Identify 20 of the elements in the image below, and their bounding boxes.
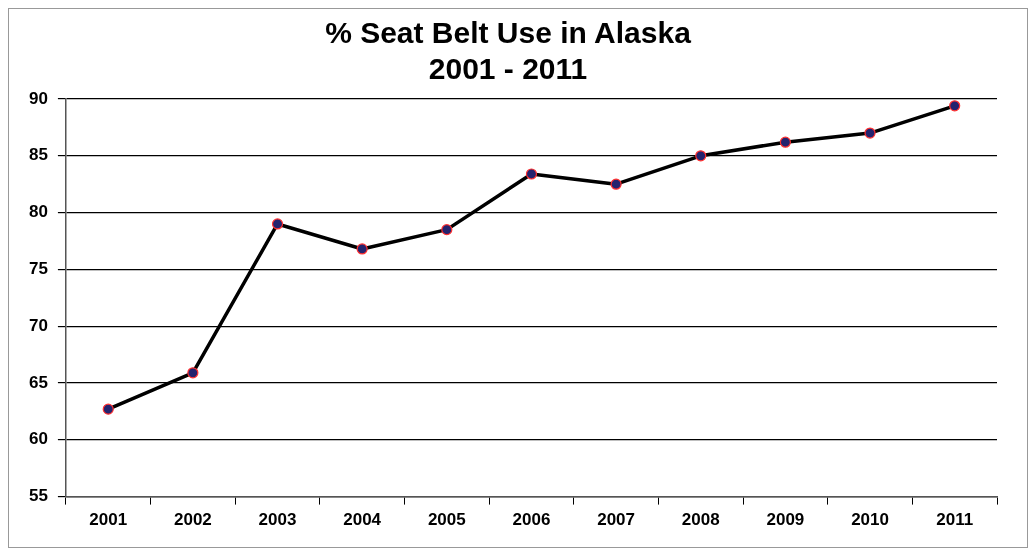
x-tick-label: 2002 bbox=[173, 510, 212, 530]
y-tick-label: 55 bbox=[28, 486, 48, 506]
y-tick-label: 90 bbox=[28, 88, 48, 108]
x-tick-label: 2010 bbox=[851, 510, 889, 530]
x-tick-label: 2008 bbox=[681, 510, 720, 530]
y-tick-label: 85 bbox=[28, 145, 48, 165]
x-tick-label: 2006 bbox=[512, 510, 551, 530]
y-tick-label: 70 bbox=[28, 315, 48, 335]
x-tick-label: 2001 bbox=[89, 510, 128, 530]
y-tick-label: 75 bbox=[28, 259, 48, 279]
y-tick-label: 65 bbox=[28, 372, 48, 392]
x-tick-label: 2004 bbox=[343, 510, 382, 530]
chart-title: % Seat Belt Use in Alaska 2001 - 2011 bbox=[325, 16, 692, 86]
y-tick-label: 80 bbox=[28, 202, 48, 222]
x-tick-label: 2007 bbox=[597, 510, 636, 530]
x-tick-label: 2009 bbox=[766, 510, 805, 530]
x-tick-label: 2011 bbox=[936, 510, 974, 530]
y-tick-label: 60 bbox=[28, 429, 48, 449]
x-tick-label: 2005 bbox=[427, 510, 466, 530]
x-tick-label: 2003 bbox=[258, 510, 297, 530]
